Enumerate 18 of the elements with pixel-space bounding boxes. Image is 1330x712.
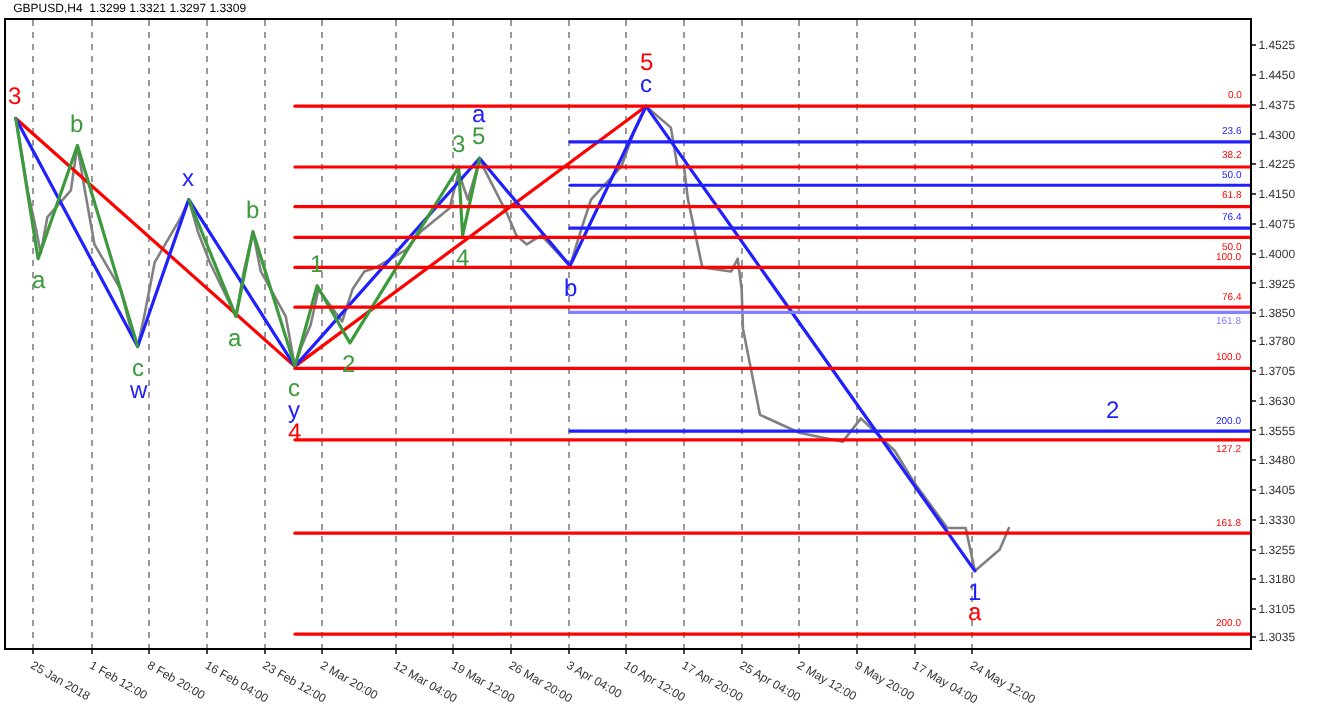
- annotation: c: [132, 354, 144, 382]
- annotation: c: [288, 374, 300, 402]
- annotation: a: [228, 324, 242, 352]
- annotation: a: [32, 266, 46, 294]
- annotation: 2: [1106, 396, 1120, 424]
- annotation: y: [288, 396, 300, 424]
- annotation: a: [472, 100, 486, 128]
- annotation: x: [182, 164, 194, 192]
- annotation: 5: [472, 122, 486, 150]
- annotation: 3: [8, 82, 22, 110]
- annotation: 5: [640, 48, 654, 76]
- annotation: 4: [456, 244, 470, 272]
- annotation: 3: [452, 130, 466, 158]
- annotation: b: [70, 110, 84, 138]
- annotation: c: [640, 70, 652, 98]
- annotation: w: [128, 376, 148, 404]
- annotation: b: [564, 274, 578, 302]
- annotation: b: [246, 196, 260, 224]
